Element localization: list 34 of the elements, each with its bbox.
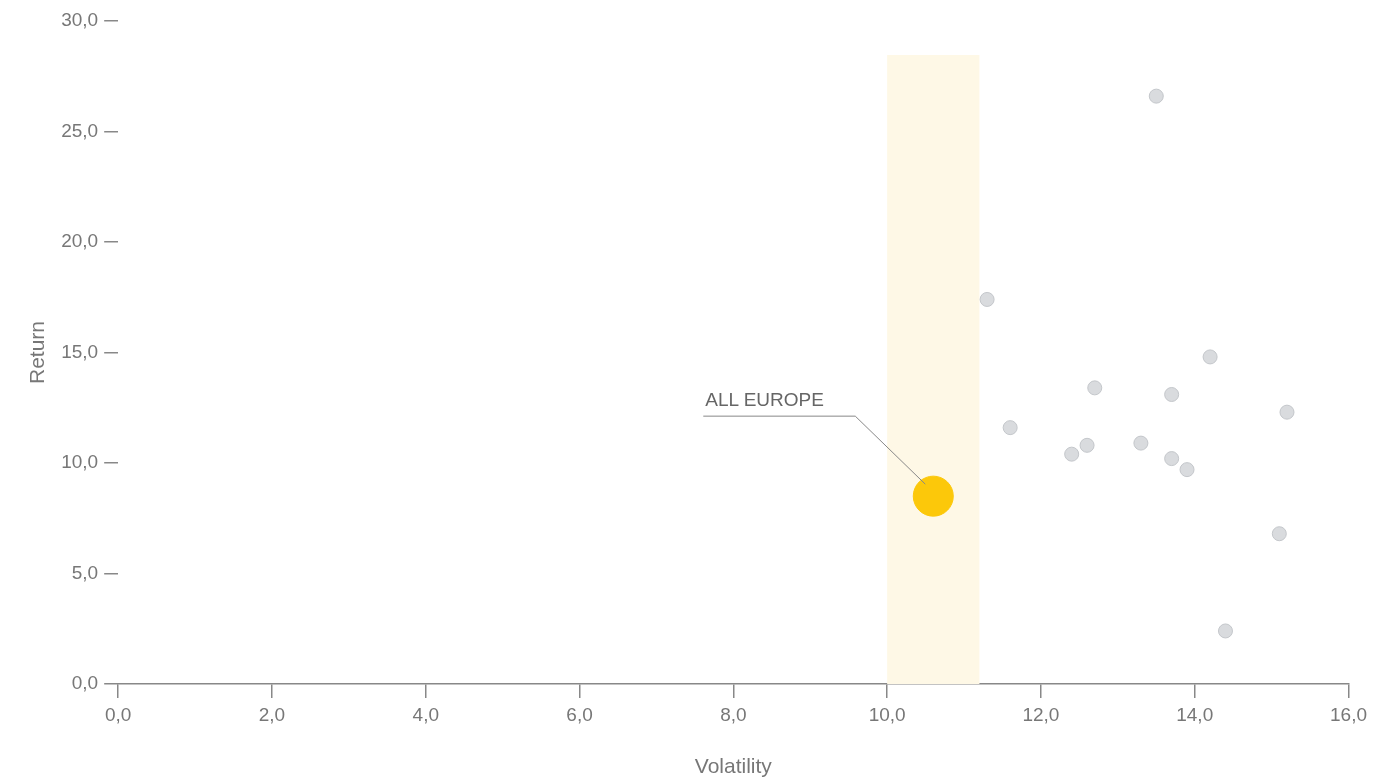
y-tick-label: 10,0 — [61, 451, 99, 473]
point — [1164, 386, 1180, 402]
point — [1202, 349, 1218, 365]
point — [1179, 462, 1195, 478]
point — [1079, 437, 1095, 453]
point — [1002, 420, 1018, 436]
point — [1148, 88, 1164, 104]
x-tick-label: 4,0 — [412, 703, 439, 725]
y-tick-label: 25,0 — [61, 119, 99, 141]
point — [1279, 404, 1295, 420]
y-tick-label: 15,0 — [61, 340, 99, 362]
point — [1064, 446, 1080, 462]
x-tick-label: 0,0 — [104, 703, 132, 725]
point — [1217, 623, 1233, 639]
x-tick-label: 2,0 — [258, 703, 286, 725]
point — [1271, 526, 1287, 542]
x-tick-label: 12,0 — [1022, 703, 1060, 725]
y-tick-label: 5,0 — [71, 561, 99, 583]
point — [912, 475, 954, 517]
annotation: ALL EUROPE — [705, 388, 824, 410]
x-tick-label: 10,0 — [868, 703, 906, 725]
y-axis-title: Return — [25, 320, 49, 385]
y-tick-label: 30,0 — [61, 9, 99, 31]
x-tick-label: 14,0 — [1176, 703, 1214, 725]
x-tick-label: 6,0 — [566, 703, 593, 725]
point — [1087, 380, 1103, 396]
x-tick-label: 16,0 — [1330, 703, 1367, 725]
y-tick-label: 20,0 — [61, 230, 99, 252]
y-tick-label: 0,0 — [71, 672, 99, 694]
point — [1164, 451, 1180, 467]
x-tick-label: 8,0 — [720, 703, 747, 725]
x-axis-title: Volatility — [694, 754, 773, 778]
point — [979, 291, 995, 307]
point — [1133, 435, 1149, 451]
